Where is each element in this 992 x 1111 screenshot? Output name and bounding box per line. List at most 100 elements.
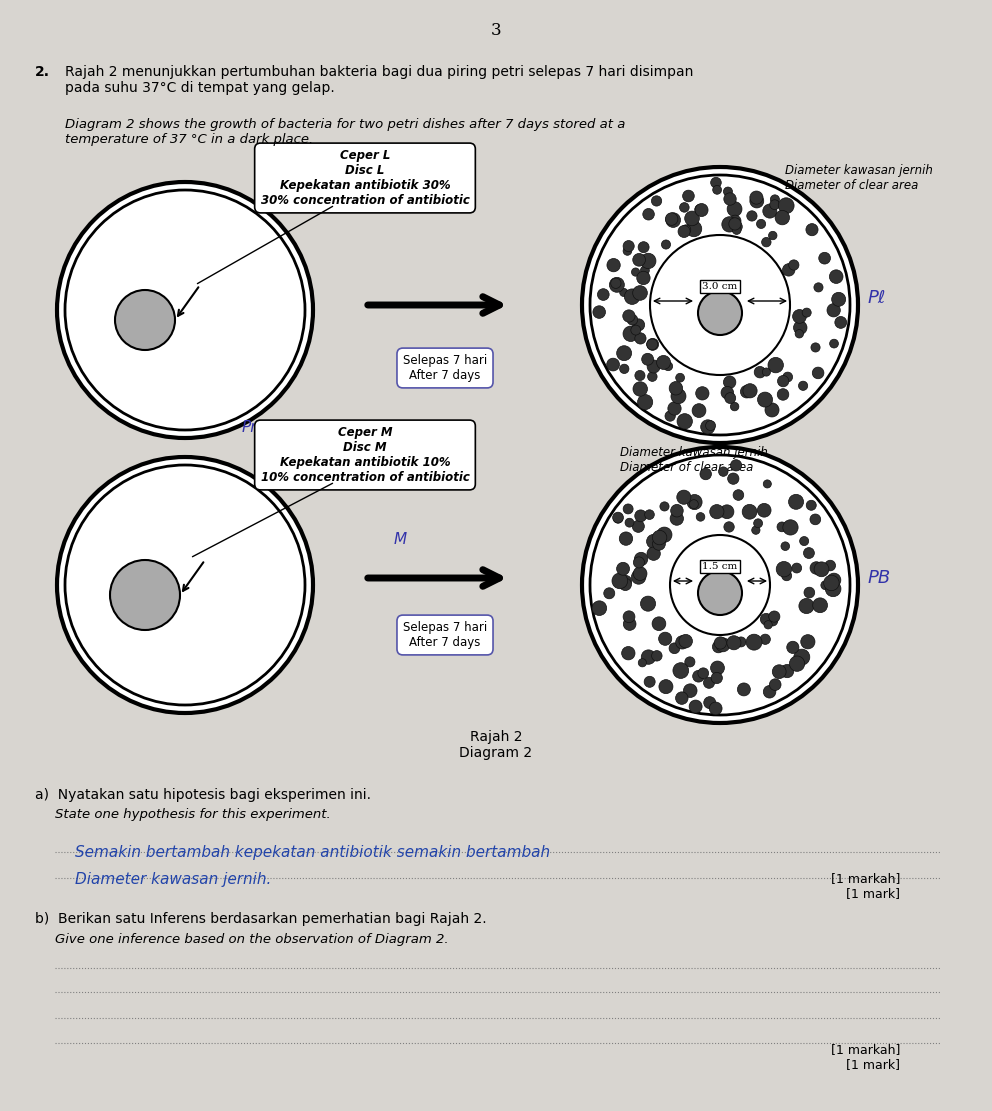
Circle shape — [694, 204, 705, 214]
Circle shape — [727, 201, 742, 217]
Circle shape — [624, 289, 640, 304]
Circle shape — [613, 512, 623, 523]
Circle shape — [763, 480, 772, 488]
Circle shape — [643, 209, 655, 220]
Text: Rajah 2
Diagram 2: Rajah 2 Diagram 2 — [459, 730, 533, 760]
Text: [1 markah]
[1 mark]: [1 markah] [1 mark] — [830, 872, 900, 900]
Circle shape — [682, 190, 694, 202]
Circle shape — [670, 381, 682, 396]
Circle shape — [740, 386, 753, 398]
Circle shape — [827, 573, 841, 587]
Circle shape — [796, 330, 804, 338]
Circle shape — [827, 303, 840, 317]
Circle shape — [662, 240, 671, 249]
Circle shape — [622, 647, 635, 660]
Circle shape — [632, 520, 645, 532]
Circle shape — [668, 402, 682, 416]
Circle shape — [804, 548, 814, 559]
Circle shape — [692, 670, 704, 682]
Circle shape — [762, 238, 771, 247]
Circle shape — [769, 231, 777, 240]
Circle shape — [758, 392, 773, 407]
Circle shape — [825, 581, 841, 597]
Circle shape — [623, 326, 639, 341]
Circle shape — [633, 382, 648, 397]
Circle shape — [746, 634, 762, 650]
Circle shape — [642, 353, 654, 366]
Circle shape — [789, 260, 799, 270]
Circle shape — [607, 358, 619, 371]
Circle shape — [729, 216, 741, 227]
Circle shape — [635, 510, 647, 522]
Circle shape — [659, 632, 672, 645]
Circle shape — [730, 460, 742, 471]
Circle shape — [637, 271, 650, 284]
Circle shape — [810, 562, 822, 574]
Circle shape — [582, 167, 858, 443]
Circle shape — [644, 677, 655, 688]
Circle shape — [781, 542, 790, 550]
Circle shape — [611, 278, 621, 289]
Text: Semakin bertambah kepekatan antibiotik semakin bertambah: Semakin bertambah kepekatan antibiotik s… — [75, 845, 551, 860]
Circle shape — [794, 649, 809, 665]
Circle shape — [676, 635, 689, 649]
Text: 1.5 cm: 1.5 cm — [702, 562, 738, 571]
Circle shape — [760, 634, 771, 644]
Circle shape — [696, 512, 705, 521]
Circle shape — [612, 573, 628, 589]
Text: a)  Nyatakan satu hipotesis bagi eksperimen ini.: a) Nyatakan satu hipotesis bagi eksperim… — [35, 788, 371, 802]
Circle shape — [592, 601, 607, 615]
Circle shape — [604, 588, 615, 599]
Text: PB: PB — [868, 569, 891, 587]
Circle shape — [695, 387, 709, 400]
Circle shape — [799, 599, 814, 613]
Circle shape — [793, 310, 806, 323]
Circle shape — [712, 186, 721, 194]
Circle shape — [762, 368, 771, 377]
Circle shape — [607, 259, 620, 272]
Circle shape — [728, 473, 739, 484]
Circle shape — [703, 697, 716, 709]
Circle shape — [692, 403, 706, 418]
Circle shape — [673, 662, 688, 679]
Circle shape — [810, 343, 820, 352]
Circle shape — [736, 637, 746, 647]
Circle shape — [665, 411, 676, 421]
Circle shape — [653, 530, 667, 544]
Circle shape — [723, 187, 732, 196]
Circle shape — [623, 310, 635, 322]
Text: 2.: 2. — [35, 66, 50, 79]
Circle shape — [752, 526, 760, 534]
Circle shape — [776, 561, 792, 577]
Circle shape — [633, 319, 645, 331]
Text: Selepas 7 hari
After 7 days: Selepas 7 hari After 7 days — [403, 354, 487, 382]
Circle shape — [633, 567, 647, 580]
Circle shape — [806, 500, 816, 510]
Circle shape — [613, 514, 623, 523]
Circle shape — [57, 182, 313, 438]
Circle shape — [619, 532, 633, 546]
Circle shape — [711, 672, 722, 683]
Circle shape — [647, 360, 660, 373]
Circle shape — [652, 617, 666, 631]
Text: Diameter kawasan jernih.: Diameter kawasan jernih. — [75, 872, 272, 887]
Circle shape — [709, 702, 722, 714]
Circle shape — [638, 394, 653, 410]
Circle shape — [712, 641, 724, 653]
Circle shape — [695, 203, 708, 217]
Circle shape — [716, 638, 730, 652]
Circle shape — [835, 317, 847, 329]
Circle shape — [829, 339, 838, 348]
Circle shape — [737, 683, 750, 695]
Circle shape — [729, 218, 741, 230]
Circle shape — [617, 346, 632, 361]
Circle shape — [754, 519, 763, 528]
Circle shape — [679, 634, 692, 648]
Circle shape — [659, 680, 673, 693]
Circle shape — [825, 560, 835, 571]
Circle shape — [632, 570, 646, 584]
Circle shape — [768, 615, 778, 625]
Circle shape — [689, 700, 702, 713]
Circle shape — [582, 447, 858, 723]
Circle shape — [678, 413, 692, 429]
